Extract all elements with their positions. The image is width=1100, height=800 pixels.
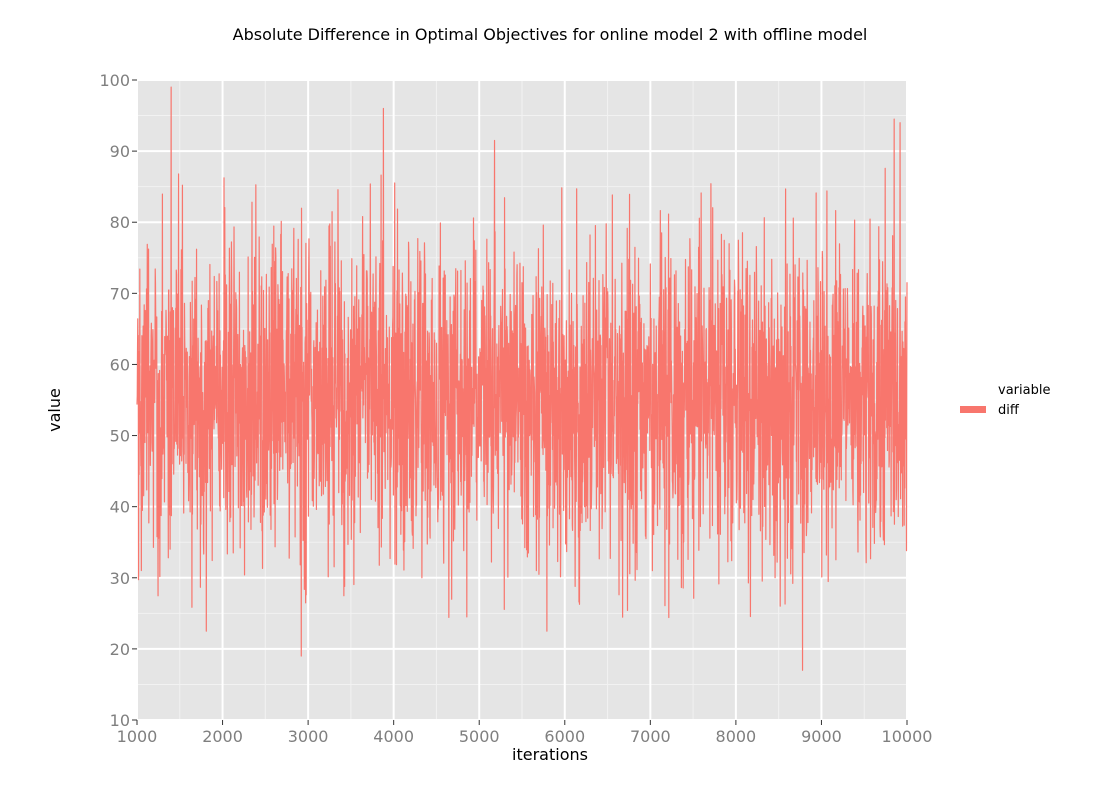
x-tick-label: 7000: [630, 727, 671, 746]
x-tick-label: 8000: [716, 727, 757, 746]
y-tick-label: 50: [110, 427, 130, 446]
x-axis-title: iterations: [512, 745, 588, 764]
chart-title: Absolute Difference in Optimal Objective…: [233, 25, 868, 44]
y-tick-label: 80: [110, 213, 130, 232]
series-line-diff: [136, 86, 908, 671]
y-tick-label: 40: [110, 498, 130, 517]
series-layer: [136, 86, 908, 671]
axis-layer: 1000 2000 3000 4000 5000 6000 7000 8000 9000 1000…: [99, 71, 932, 746]
legend-key-diff: [960, 406, 986, 413]
x-tick-label: 4000: [373, 727, 414, 746]
legend-label-diff: diff: [998, 403, 1020, 418]
x-tick-label: 5000: [459, 727, 500, 746]
y-tick-label: 90: [110, 142, 130, 161]
legend: variable diff: [960, 383, 1050, 418]
x-tick-label: 1000: [117, 727, 158, 746]
x-tick-label: 6000: [544, 727, 585, 746]
x-tick-label: 10000: [882, 727, 933, 746]
y-tick-label: 20: [110, 640, 130, 659]
y-tick-label: 60: [110, 355, 130, 374]
y-tick-label: 30: [110, 569, 130, 588]
y-axis-title: value: [45, 388, 64, 432]
x-tick-label: 3000: [288, 727, 329, 746]
y-tick-label: 10: [110, 711, 130, 730]
x-tick-label: 2000: [202, 727, 243, 746]
x-tick-label: 9000: [801, 727, 842, 746]
y-tick-label: 100: [99, 71, 130, 90]
legend-title: variable: [998, 383, 1050, 398]
y-tick-label: 70: [110, 284, 130, 303]
